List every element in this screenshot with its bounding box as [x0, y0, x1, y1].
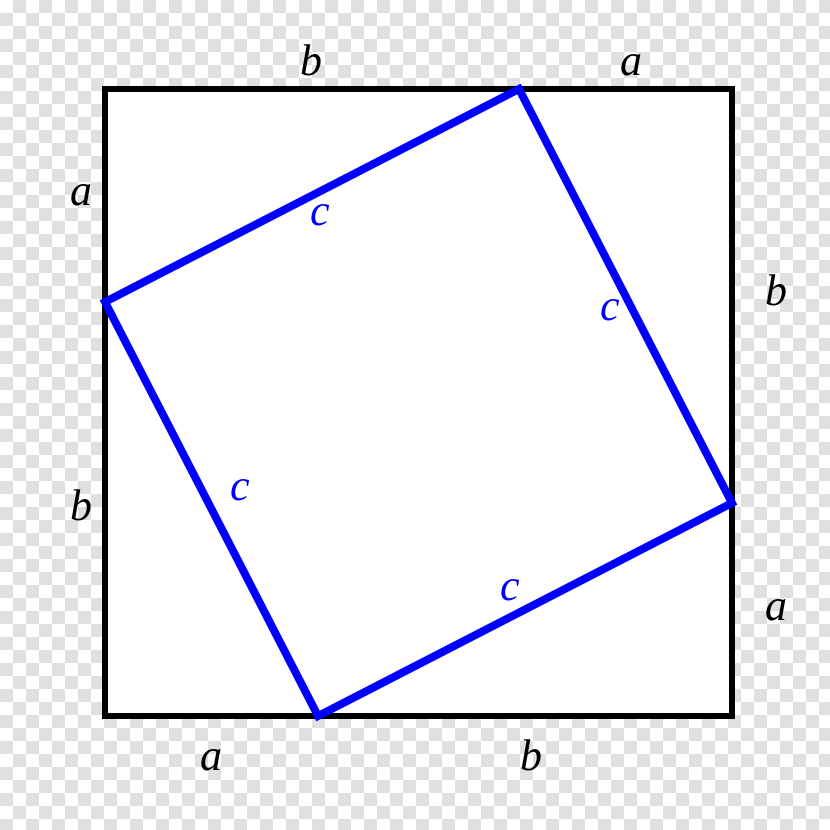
- label-a-right: a: [765, 581, 787, 630]
- label-c-right: c: [600, 281, 620, 330]
- label-a-left: a: [70, 166, 92, 215]
- label-c-top: c: [310, 186, 330, 235]
- outer-square: [105, 89, 732, 716]
- label-a-bottom: a: [200, 731, 222, 780]
- label-a-top: a: [620, 36, 642, 85]
- label-b-bottom: b: [520, 731, 542, 780]
- label-b-left: b: [70, 481, 92, 530]
- label-c-bottom: c: [500, 561, 520, 610]
- label-b-right: b: [765, 266, 787, 315]
- label-b-top: b: [300, 36, 322, 85]
- label-c-left: c: [230, 461, 250, 510]
- pythagorean-diagram: b a a b b a a b c c c c: [0, 0, 830, 830]
